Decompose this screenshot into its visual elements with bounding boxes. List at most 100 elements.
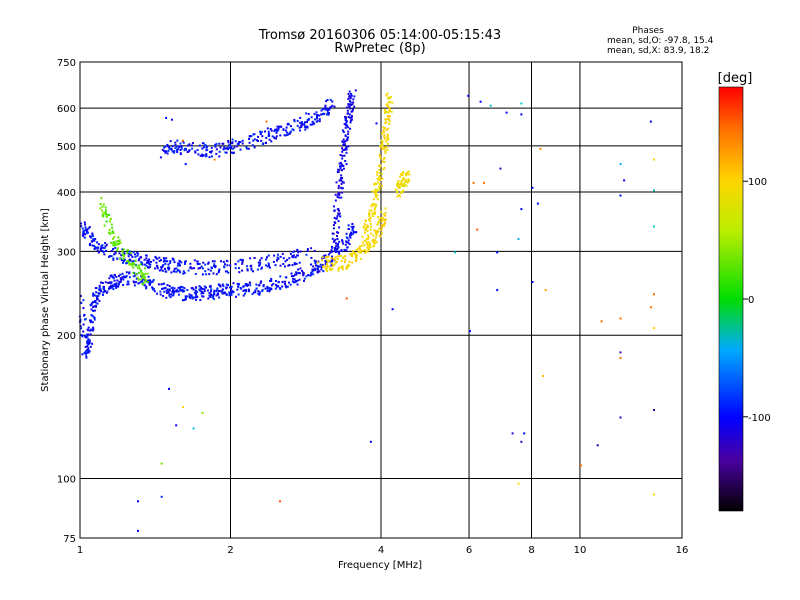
- scatter-point: [619, 317, 622, 320]
- echo-point: [248, 135, 251, 138]
- echo-point: [325, 268, 328, 271]
- echo-point: [322, 270, 325, 273]
- echo-point: [89, 242, 91, 245]
- echo-point: [312, 121, 315, 124]
- echo-point: [165, 270, 168, 273]
- y-tick-label: 200: [57, 331, 76, 342]
- echo-point: [160, 266, 163, 269]
- echo-point: [228, 294, 231, 297]
- echo-point: [335, 181, 338, 184]
- echo-point: [375, 233, 378, 236]
- y-tick-label: 100: [57, 475, 76, 486]
- echo-point: [172, 289, 174, 292]
- echo-point: [245, 290, 248, 293]
- echo-point: [191, 142, 194, 144]
- echo-point: [222, 142, 225, 145]
- echo-point: [292, 129, 295, 132]
- echo-point: [91, 315, 94, 318]
- echo-point: [232, 151, 235, 154]
- echo-point: [301, 269, 303, 272]
- stats-x-line: mean, sd,X: 83.9, 18.2: [607, 46, 709, 56]
- echo-point: [93, 248, 96, 251]
- echo-point: [223, 292, 226, 295]
- echo-point: [386, 133, 389, 136]
- echo-point: [170, 271, 173, 274]
- echo-point: [336, 244, 339, 247]
- echo-point: [208, 292, 211, 294]
- echo-point: [382, 168, 385, 171]
- echo-point: [341, 164, 344, 167]
- echo-point: [324, 267, 327, 270]
- echo-point: [129, 252, 132, 255]
- echo-point: [126, 249, 129, 252]
- echo-point: [186, 144, 189, 147]
- echo-point: [163, 146, 166, 149]
- echo-point: [118, 282, 121, 285]
- echo-point: [211, 296, 214, 299]
- echo-point: [341, 180, 344, 183]
- echo-point: [292, 277, 295, 280]
- echo-point: [95, 295, 98, 298]
- echo-point: [211, 260, 214, 263]
- echo-point: [133, 284, 136, 287]
- echo-point: [375, 188, 378, 191]
- scatter-point: [184, 163, 187, 166]
- echo-point: [105, 215, 108, 218]
- echo-point: [176, 264, 179, 267]
- echo-point: [365, 240, 368, 243]
- echo-point: [387, 127, 390, 130]
- echo-point: [82, 323, 85, 326]
- echo-point: [156, 267, 159, 270]
- echo-point: [237, 283, 240, 286]
- echo-point: [377, 222, 380, 225]
- echo-point: [344, 115, 346, 118]
- x-tick-label: 6: [466, 545, 472, 556]
- echo-point: [312, 268, 315, 271]
- echo-point: [226, 270, 228, 273]
- echo-point: [334, 258, 337, 261]
- echo-point: [333, 216, 336, 219]
- echo-point: [184, 262, 186, 265]
- echo-point: [87, 231, 89, 234]
- echo-point: [347, 136, 349, 139]
- echo-point: [116, 243, 119, 246]
- echo-point: [147, 260, 150, 263]
- echo-point: [366, 250, 369, 253]
- echo-point: [351, 261, 354, 264]
- echo-point: [285, 276, 288, 279]
- echo-point: [265, 258, 268, 261]
- echo-point: [318, 270, 321, 273]
- echo-point: [99, 288, 102, 291]
- echo-point: [176, 289, 178, 292]
- echo-point: [170, 147, 173, 150]
- echo-point: [350, 225, 353, 228]
- echo-point: [121, 254, 124, 256]
- echo-point: [350, 119, 352, 122]
- echo-point: [326, 259, 329, 262]
- echo-point: [372, 198, 375, 201]
- echo-point: [137, 271, 140, 274]
- echo-point: [268, 266, 271, 269]
- scatter-point: [623, 179, 626, 182]
- echo-point: [239, 148, 242, 151]
- echo-point: [85, 350, 88, 352]
- echo-point: [266, 287, 269, 290]
- echo-point: [121, 272, 124, 275]
- echo-point: [334, 248, 337, 251]
- echo-point: [201, 142, 204, 145]
- scatter-point: [649, 120, 652, 123]
- echo-point: [97, 294, 100, 297]
- echo-point: [260, 257, 263, 260]
- echo-point: [349, 236, 352, 239]
- plot-frame: [79, 61, 683, 539]
- echo-point: [297, 251, 300, 254]
- echo-point: [344, 160, 347, 162]
- chart-subtitle: RwPretec (8p): [334, 41, 425, 56]
- echo-point: [87, 348, 90, 351]
- echo-point: [343, 149, 346, 151]
- echo-point: [126, 280, 129, 283]
- echo-point: [167, 291, 170, 294]
- echo-point: [81, 233, 84, 236]
- scatter-point: [531, 281, 534, 283]
- echo-point: [230, 290, 233, 293]
